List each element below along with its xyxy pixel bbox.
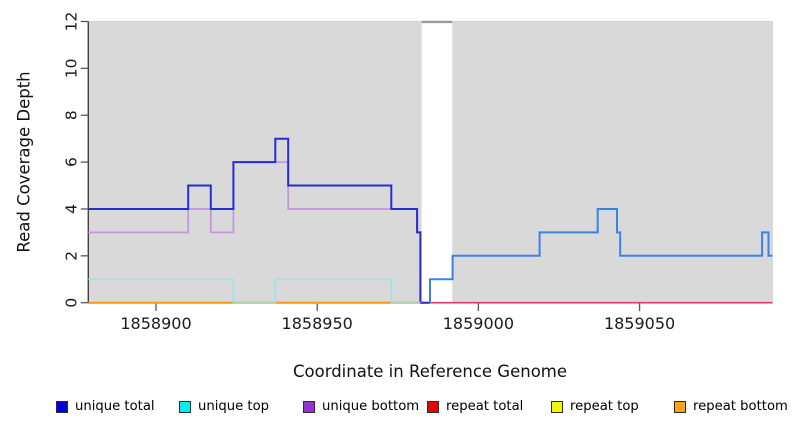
series-unique-top bbox=[88, 278, 421, 304]
legend-label: repeat total bbox=[446, 399, 524, 414]
legend-item-repeat-top: repeat top bbox=[551, 400, 639, 414]
x-tick-label: 1858950 bbox=[282, 314, 353, 333]
series-unique-total bbox=[88, 137, 430, 304]
legend-swatch-icon bbox=[303, 401, 315, 413]
x-axis-title: Coordinate in Reference Genome bbox=[292, 362, 568, 381]
legend-item-repeat-bottom: repeat bottom bbox=[674, 400, 788, 414]
y-tick-label: 8 bbox=[63, 110, 81, 120]
y-tick-label: 4 bbox=[63, 204, 81, 214]
coverage-gap-band bbox=[421, 20, 453, 304]
legend-label: unique bottom bbox=[322, 399, 420, 414]
legend-item-unique-top: unique top bbox=[179, 400, 269, 414]
series-unique-total-right-region- bbox=[429, 208, 773, 303]
legend-label: unique total bbox=[75, 399, 155, 414]
y-tick-label: 2 bbox=[63, 251, 81, 261]
y-tick-label: 10 bbox=[63, 58, 81, 78]
x-tick-label: 1858900 bbox=[120, 314, 191, 333]
y-axis-title: Read Coverage Depth bbox=[14, 71, 34, 253]
legend: unique total unique top unique bottom repea… bbox=[0, 400, 792, 420]
legend-swatch-icon bbox=[674, 401, 686, 413]
legend-label: repeat bottom bbox=[693, 399, 788, 414]
legend-label: unique top bbox=[198, 399, 270, 414]
legend-swatch-icon bbox=[551, 401, 563, 413]
y-tick-label: 6 bbox=[63, 157, 81, 167]
legend-swatch-icon bbox=[56, 401, 68, 413]
y-tick-label: 0 bbox=[63, 298, 81, 308]
legend-item-repeat-total: repeat total bbox=[427, 400, 523, 414]
y-tick-label: 12 bbox=[63, 12, 81, 32]
legend-swatch-icon bbox=[179, 401, 191, 413]
legend-item-unique-total: unique total bbox=[56, 400, 155, 414]
x-tick-label: 1859050 bbox=[604, 314, 675, 333]
x-tick-label: 1859000 bbox=[443, 314, 514, 333]
legend-swatch-icon bbox=[427, 401, 439, 413]
legend-label: repeat top bbox=[570, 399, 639, 414]
legend-item-unique-bottom: unique bottom bbox=[303, 400, 419, 414]
